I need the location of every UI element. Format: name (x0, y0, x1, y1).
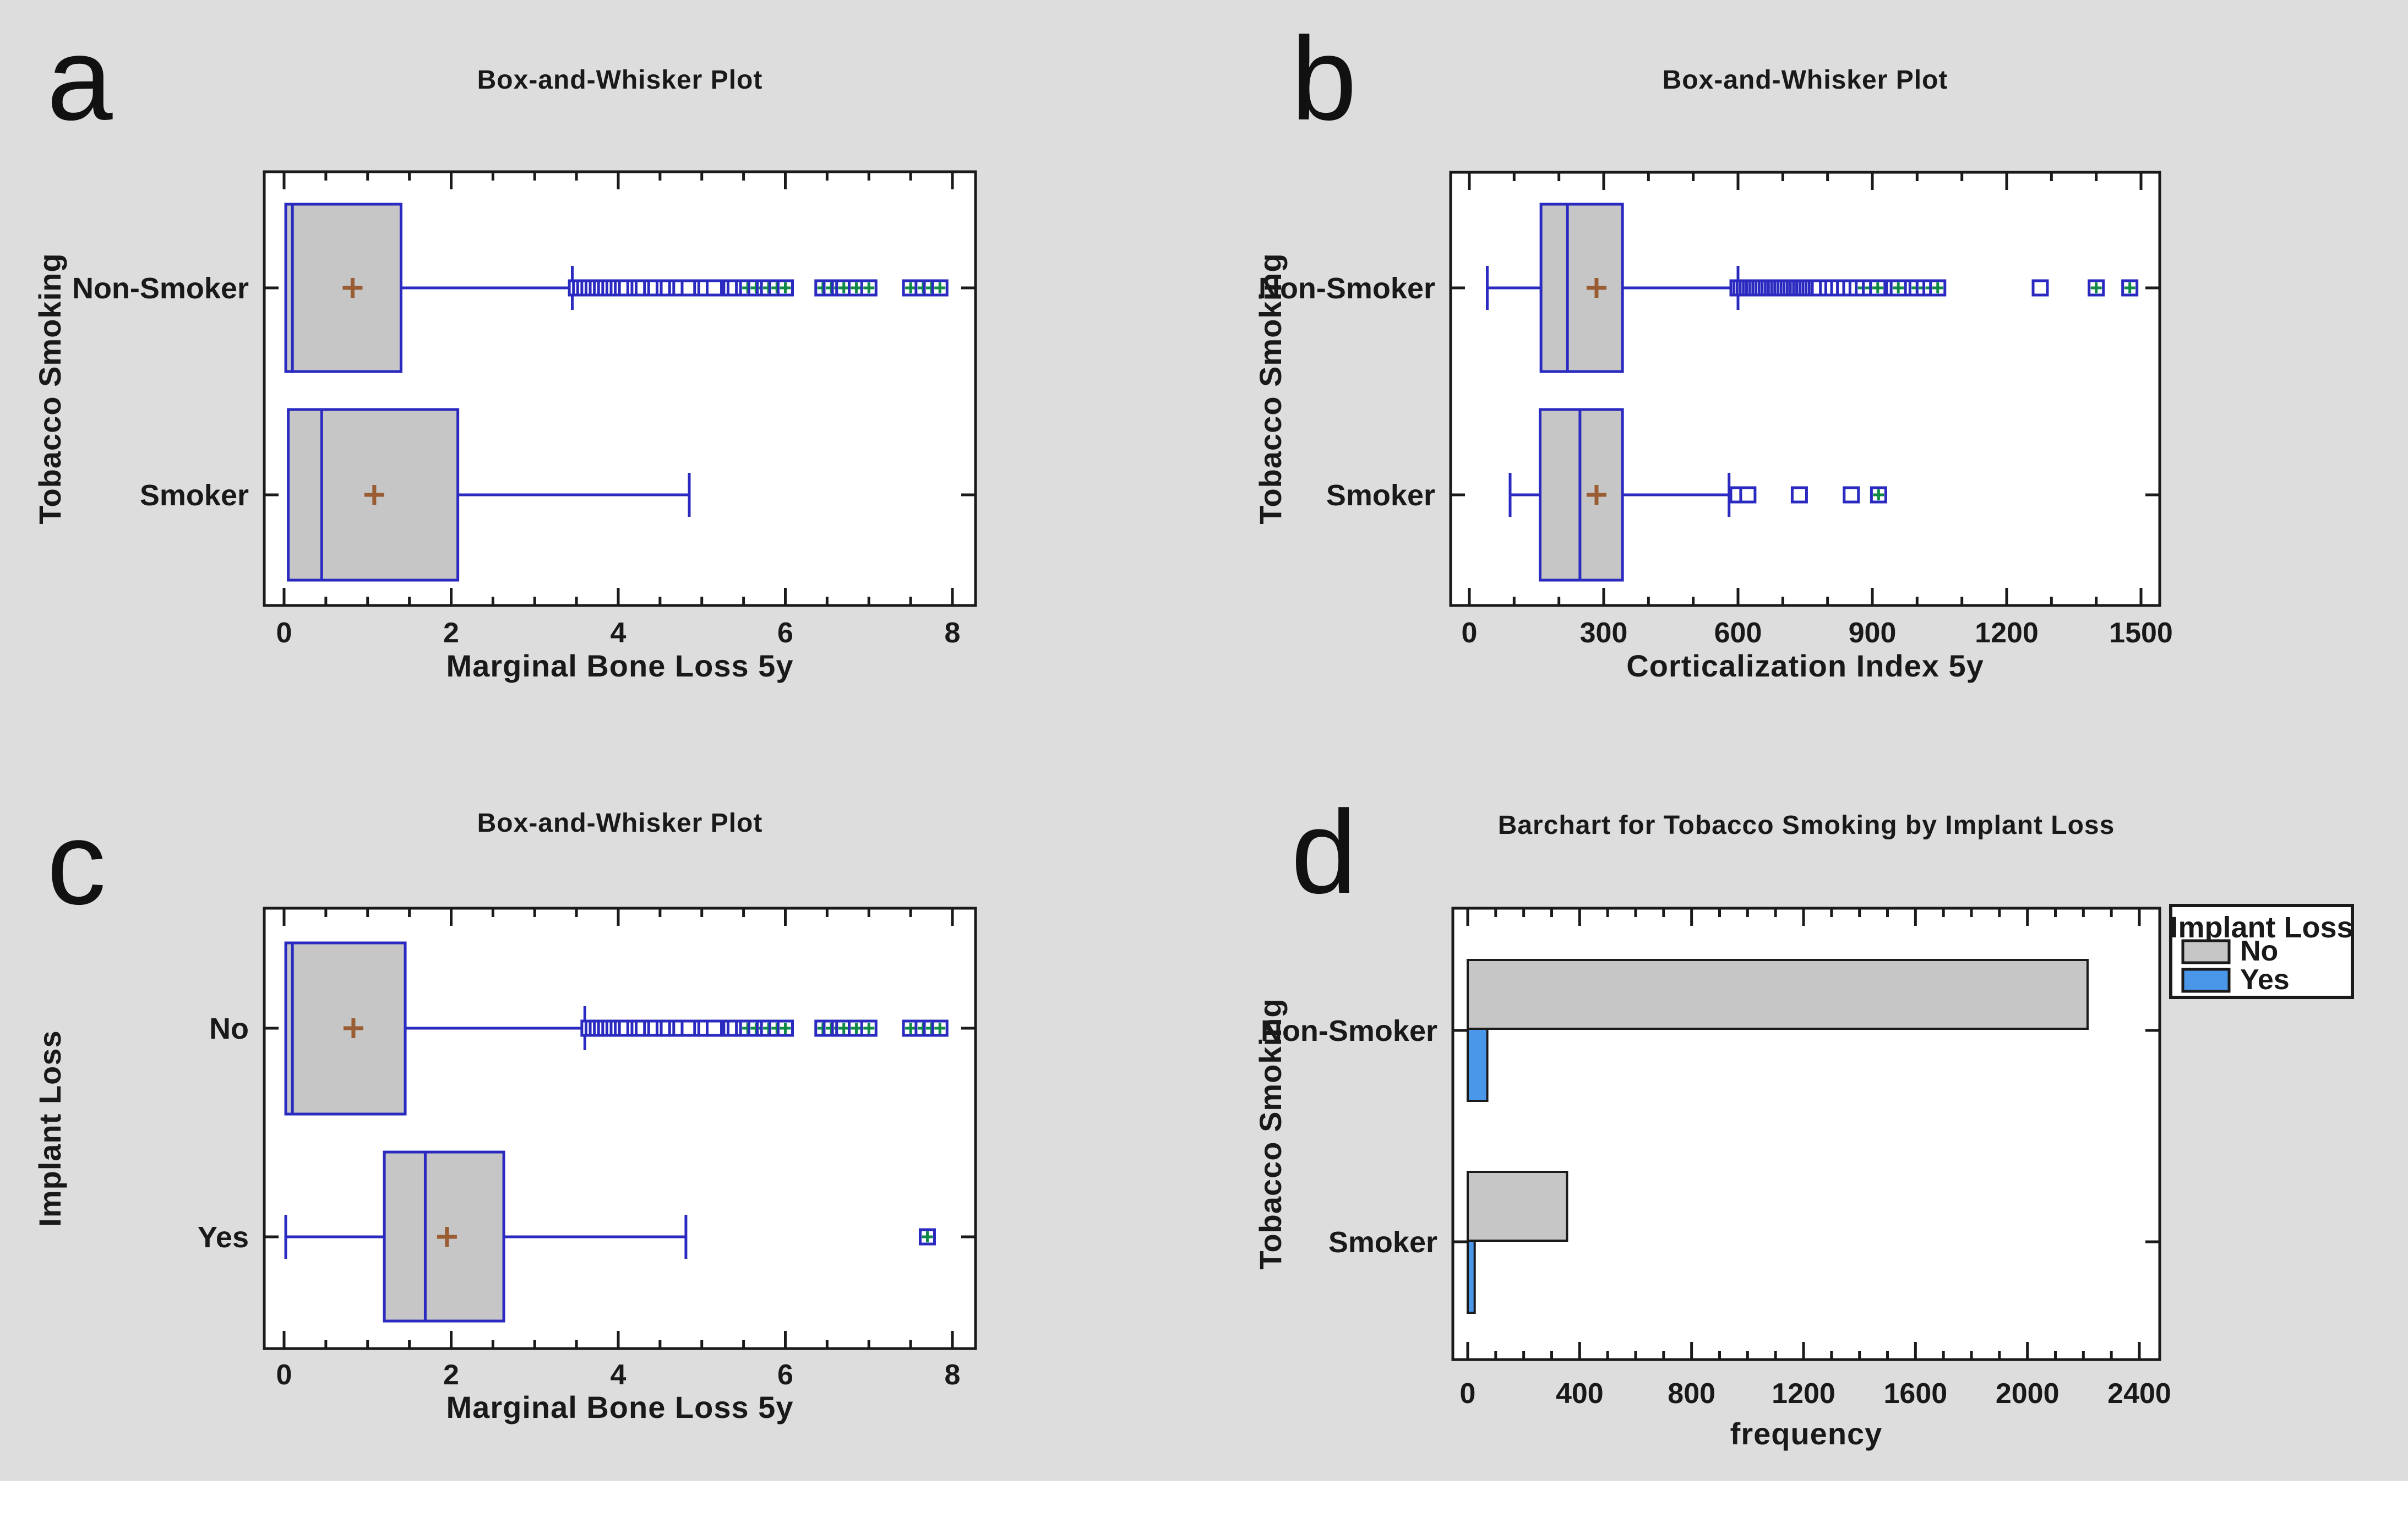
panel-title-c: Box-and-Whisker Plot (477, 809, 763, 838)
panel-letter-d: d (1291, 785, 1357, 918)
x-tick-label: 2 (443, 1359, 459, 1391)
legend-label-yes: Yes (2240, 964, 2290, 996)
outlier-marker (706, 279, 723, 297)
category-label: Smoker (140, 479, 249, 512)
x-tick-label: 2 (443, 617, 459, 649)
plot-border (263, 170, 977, 607)
x-tick-label: 1200 (1975, 617, 2039, 649)
bar-yes (1467, 1240, 1476, 1314)
panel-title-a: Box-and-Whisker Plot (477, 66, 763, 95)
y-axis-label-c: Implant Loss (32, 1030, 67, 1227)
x-tick-label: 4 (611, 617, 626, 649)
category-label: Smoker (1328, 1226, 1437, 1259)
category-label: Smoker (1326, 479, 1435, 512)
x-tick-label: 800 (1668, 1378, 1715, 1410)
x-tick-label: 8 (945, 1359, 961, 1391)
panel-letter-c: c (47, 796, 106, 929)
bar-no (1467, 1171, 1568, 1242)
category-label: Non-Smoker (72, 272, 249, 305)
y-axis-label-d: Tobacco Smoking (1253, 998, 1288, 1270)
x-tick-label: 900 (1849, 617, 1897, 649)
plot-border (1449, 171, 2161, 607)
x-tick-label: 0 (276, 617, 292, 649)
x-tick-label: 300 (1580, 617, 1628, 649)
x-tick-label: 2000 (1996, 1378, 2060, 1410)
x-tick-label: 2400 (2107, 1378, 2171, 1410)
legend-swatch-yes (2181, 968, 2231, 993)
x-axis-label-c: Marginal Bone Loss 5y (446, 1390, 794, 1425)
x-tick-label: 0 (1460, 1378, 1476, 1410)
x-axis-label-d: frequency (1730, 1416, 1883, 1451)
x-tick-label: 600 (1714, 617, 1762, 649)
category-label: Non-Smoker (1261, 1014, 1437, 1047)
panel-letter-b: b (1291, 12, 1357, 145)
x-tick-label: 1200 (1772, 1378, 1835, 1410)
x-tick-label: 400 (1556, 1378, 1604, 1410)
figure-bottom-margin (0, 1481, 2408, 1517)
category-label: No (209, 1012, 249, 1045)
legend-swatch-no (2181, 939, 2231, 964)
panel-title-b: Box-and-Whisker Plot (1662, 66, 1948, 95)
panel-letter-a: a (47, 12, 113, 145)
legend-label-no: No (2240, 935, 2278, 967)
outlier-marker (1790, 486, 1808, 504)
x-tick-label: 4 (611, 1359, 626, 1391)
panel-title-d: Barchart for Tobacco Smoking by Implant … (1497, 811, 2115, 840)
category-label: Non-Smoker (1259, 272, 1435, 305)
outlier-marker (1843, 486, 1860, 504)
bar-no (1467, 959, 2089, 1030)
x-tick-label: 6 (777, 617, 793, 649)
x-tick-label: 8 (945, 617, 961, 649)
category-label: Yes (198, 1221, 249, 1254)
outlier-marker (706, 1019, 723, 1037)
plot-border (1451, 907, 2161, 1361)
plot-border (263, 907, 977, 1350)
x-tick-label: 6 (777, 1359, 793, 1391)
bar-yes (1467, 1028, 1489, 1102)
box (1539, 203, 1624, 373)
x-tick-label: 0 (276, 1359, 292, 1391)
legend-title: Implant Loss (2170, 911, 2353, 944)
x-axis-label-b: Corticalization Index 5y (1626, 648, 1984, 683)
y-axis-label-a: Tobacco Smoking (32, 253, 67, 525)
x-tick-label: 0 (1462, 617, 1478, 649)
x-axis-label-a: Marginal Bone Loss 5y (446, 648, 794, 683)
outlier-marker (2031, 279, 2049, 297)
x-tick-label: 1600 (1883, 1378, 1947, 1410)
x-tick-label: 1500 (2109, 617, 2173, 649)
outlier-marker (1739, 486, 1757, 504)
y-axis-label-b: Tobacco Smoking (1253, 253, 1288, 525)
